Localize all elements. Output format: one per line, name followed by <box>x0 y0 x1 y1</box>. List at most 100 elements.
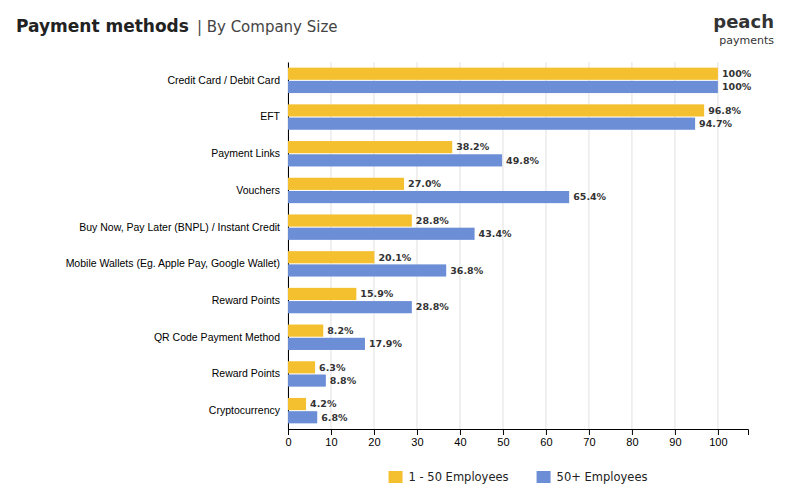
chart-svg: Payment methods| By Company Sizepeachpay… <box>0 0 790 493</box>
plot: 0 10 20 30 40 50 60 70 80 90 100 Credit Card / Debi… <box>66 62 752 448</box>
data-label: 8.2% <box>327 325 354 336</box>
x-tick-mark <box>460 429 461 435</box>
y-axis-line <box>288 63 289 430</box>
x-tick-label: 80 <box>626 436 638 448</box>
y-tick-label: Cryptocurrency <box>209 404 281 416</box>
bar <box>288 228 475 240</box>
series <box>288 81 718 423</box>
y-tick-label: EFT <box>260 110 280 122</box>
x-tick: 40 <box>454 429 466 448</box>
y-tick: Payment Links <box>211 147 288 159</box>
y-tick: Reward Points <box>212 367 288 379</box>
y-tick-label: Reward Points <box>212 367 280 379</box>
x-tick: 50 <box>497 429 509 448</box>
bar <box>288 68 718 80</box>
bar <box>288 118 695 130</box>
bar <box>288 301 412 313</box>
bar <box>288 141 452 153</box>
x-axis: 0 10 20 30 40 50 60 70 80 90 100 <box>285 429 748 448</box>
x-tick-mark <box>503 429 504 435</box>
data-label: 38.2% <box>456 141 489 152</box>
data-label: 28.8% <box>416 301 449 312</box>
bar <box>288 104 704 116</box>
data-label: 100% <box>722 81 752 92</box>
x-tick: 90 <box>669 429 681 448</box>
x-axis-line <box>289 430 749 436</box>
legend-item: 50+ Employees <box>537 470 648 484</box>
grid-line <box>502 62 503 429</box>
x-tick-mark <box>417 429 418 435</box>
x-tick: 70 <box>583 429 595 448</box>
data-label: 4.2% <box>310 398 337 409</box>
y-tick: EFT <box>260 110 288 122</box>
x-tick-mark <box>331 429 332 435</box>
data-label: 20.1% <box>378 252 411 263</box>
x-tick-mark <box>288 429 289 435</box>
y-tick: Cryptocurrency <box>209 404 288 416</box>
legend-label: 50+ Employees <box>557 470 648 484</box>
data-label: 100% <box>722 68 752 79</box>
bar <box>288 154 502 166</box>
data-label: 43.4% <box>479 228 512 239</box>
y-tick: Reward Points <box>212 294 288 306</box>
data-label: 65.4% <box>573 191 606 202</box>
bar <box>288 338 365 350</box>
legend-label: 1 - 50 Employees <box>409 470 509 484</box>
x-tick-mark <box>374 429 375 435</box>
legend-swatch <box>537 471 551 483</box>
title: Payment methods <box>16 16 189 36</box>
grid-line <box>674 62 675 429</box>
y-tick-label: Vouchers <box>236 184 280 196</box>
x-tick-label: 60 <box>540 436 552 448</box>
data-label: 15.9% <box>360 288 393 299</box>
y-tick-label: Credit Card / Debit Card <box>167 74 280 86</box>
legend-swatch <box>389 471 403 483</box>
series <box>288 68 718 410</box>
x-tick-label: 30 <box>411 436 423 448</box>
data-labels: 100%96.8%38.2%27.0%28.8%20.1%15.9%8.2%6.… <box>310 68 752 423</box>
data-label: 6.3% <box>319 362 346 373</box>
x-tick-mark <box>675 429 676 435</box>
x-tick-mark <box>589 429 590 435</box>
data-label: 94.7% <box>699 118 732 129</box>
y-tick: Mobile Wallets (Eg. Apple Pay, Google Wa… <box>66 257 288 269</box>
grid-line <box>588 62 589 429</box>
bar <box>288 264 446 276</box>
legend: 1 - 50 Employees 50+ Employees <box>389 470 648 484</box>
grid-line <box>631 62 632 429</box>
y-tick-label: Buy Now, Pay Later (BNPL) / Instant Cred… <box>79 221 280 233</box>
x-tick-label: 70 <box>583 436 595 448</box>
grid-line <box>288 62 289 429</box>
data-label: 49.8% <box>506 155 539 166</box>
grid-line <box>373 62 374 429</box>
bar <box>288 361 315 373</box>
x-tick: 20 <box>368 429 380 448</box>
chart-container: Payment methods| By Company Sizepeachpay… <box>0 0 790 493</box>
x-tick: 30 <box>411 429 423 448</box>
x-tick-label: 0 <box>285 436 291 448</box>
x-tick-label: 90 <box>669 436 681 448</box>
x-tick: 100 <box>709 429 727 448</box>
data-label: 17.9% <box>369 338 402 349</box>
bar <box>288 178 404 190</box>
x-tick: 0 <box>285 429 291 448</box>
y-tick: QR Code Payment Method <box>154 331 288 343</box>
x-tick-label: 10 <box>325 436 337 448</box>
x-tick: 10 <box>325 429 337 448</box>
bar <box>288 214 412 226</box>
x-tick-mark <box>632 429 633 435</box>
grid <box>288 62 718 429</box>
y-axis: Credit Card / Debit Card EFT Payment Links… <box>66 63 289 430</box>
data-label: 27.0% <box>408 178 441 189</box>
subtitle: | By Company Size <box>197 18 338 36</box>
y-tick: Buy Now, Pay Later (BNPL) / Instant Cred… <box>79 221 288 233</box>
grid-line <box>459 62 460 429</box>
bar <box>288 81 718 93</box>
data-label: 36.8% <box>450 265 483 276</box>
x-tick-label: 50 <box>497 436 509 448</box>
bar <box>288 251 374 263</box>
y-tick: Credit Card / Debit Card <box>167 74 288 86</box>
annotation: peach <box>713 11 774 32</box>
x-tick: 60 <box>540 429 552 448</box>
x-tick-label: 100 <box>709 436 727 448</box>
